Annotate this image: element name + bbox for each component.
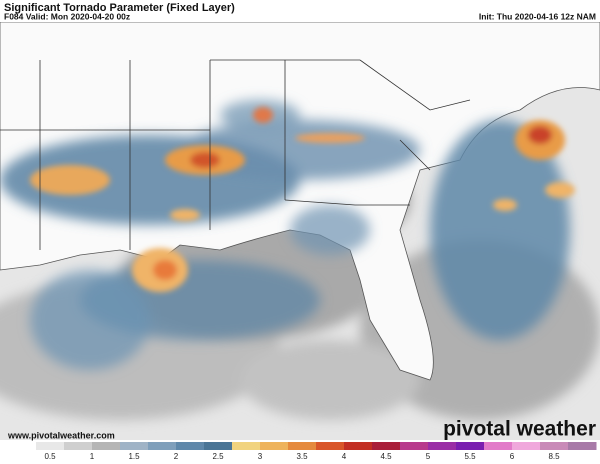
- map: [0, 22, 600, 440]
- colorbar-label: 0.5: [44, 452, 56, 461]
- colorbar-label: 4: [342, 452, 347, 461]
- colorbar-swatch: [456, 442, 485, 450]
- colorbar-swatch: [148, 442, 177, 450]
- colorbar-swatch: [316, 442, 345, 450]
- colorbar-swatch: [344, 442, 373, 450]
- colorbar-label: 6: [510, 452, 515, 461]
- colorbar-swatch: [36, 442, 65, 450]
- colorbar-label: 1: [90, 452, 95, 461]
- colorbar: 0.5 1 1.5 2 2.5 3 3.5 4 4.5 5 5.5 6 8.5: [8, 442, 597, 461]
- init-time: Init: Thu 2020-04-16 12z NAM: [479, 11, 596, 21]
- colorbar-label: 2: [174, 452, 179, 461]
- brand: pivotal weather: [443, 418, 596, 441]
- colorbar-swatch: [512, 442, 541, 450]
- colorbar-swatch: [176, 442, 205, 450]
- colorbar-label: 3: [258, 452, 263, 461]
- colorbar-swatch: [64, 442, 93, 450]
- map-title: Significant Tornado Parameter (Fixed Lay…: [4, 2, 235, 14]
- colorbar-swatch: [400, 442, 429, 450]
- colorbar-swatch: [120, 442, 149, 450]
- colorbar-swatch: [484, 442, 513, 450]
- colorbar-label: 2.5: [212, 452, 224, 461]
- colorbar-label: 1.5: [128, 452, 140, 461]
- colorbar-swatch: [232, 442, 261, 450]
- colorbar-swatch: [204, 442, 233, 450]
- colorbar-label: 8.5: [548, 452, 560, 461]
- website: www.pivotalweather.com: [7, 430, 115, 440]
- colorbar-swatch: [92, 442, 121, 450]
- colorbar-swatch: [428, 442, 457, 450]
- colorbar-label: 5: [426, 452, 431, 461]
- colorbar-swatch: [8, 442, 37, 450]
- colorbar-swatch: [372, 442, 401, 450]
- colorbar-label: 5.5: [464, 452, 476, 461]
- valid-time: F084 Valid: Mon 2020-04-20 00z: [4, 11, 130, 21]
- colorbar-swatch: [540, 442, 569, 450]
- state-borders: [0, 59, 471, 250]
- colorbar-swatch: [568, 442, 597, 450]
- colorbar-label: 4.5: [380, 452, 392, 461]
- colorbar-swatch: [288, 442, 317, 450]
- colorbar-swatch: [260, 442, 289, 450]
- field-orange: [30, 107, 575, 292]
- colorbar-label: 3.5: [296, 452, 308, 461]
